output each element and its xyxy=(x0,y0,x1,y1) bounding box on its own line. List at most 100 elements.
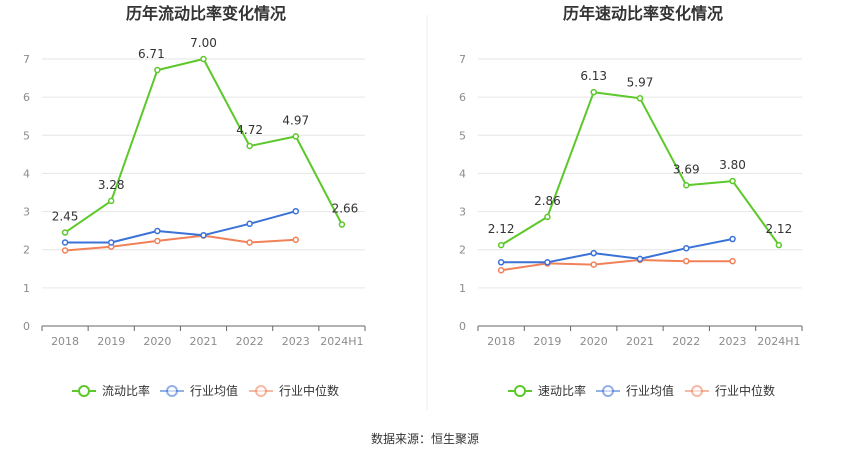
data-point xyxy=(246,142,253,150)
data-point xyxy=(292,236,300,244)
data-point xyxy=(61,229,69,236)
data-label: 3.69 xyxy=(673,162,700,176)
legend-item: 行业均值 xyxy=(160,383,238,398)
y-tick-label: 2 xyxy=(459,244,466,257)
legend-label: 行业均值 xyxy=(626,383,674,398)
data-point xyxy=(292,207,300,215)
x-tick-label: 2024H1 xyxy=(320,335,363,348)
legend-label: 行业中位数 xyxy=(279,383,339,398)
data-label: 5.97 xyxy=(627,75,654,89)
data-label: 6.13 xyxy=(580,69,607,83)
y-tick-label: 5 xyxy=(459,129,466,142)
y-tick-label: 7 xyxy=(459,53,466,66)
y-tick-label: 0 xyxy=(459,320,466,333)
y-tick-label: 4 xyxy=(459,167,466,180)
series-line xyxy=(500,259,733,272)
legend-marker xyxy=(166,385,178,397)
data-label: 3.80 xyxy=(719,158,746,172)
series-line xyxy=(64,58,343,234)
data-label: 2.12 xyxy=(488,222,515,236)
data-point xyxy=(775,241,783,249)
x-tick-label: 2023 xyxy=(719,335,747,348)
data-label: 2.12 xyxy=(765,222,792,236)
data-point xyxy=(729,235,736,243)
data-point xyxy=(544,213,551,221)
y-tick-label: 1 xyxy=(459,282,466,295)
data-point xyxy=(590,88,597,96)
x-tick-label: 2022 xyxy=(236,335,264,348)
x-tick-label: 2019 xyxy=(533,335,561,348)
chart-title: 历年流动比率变化情况 xyxy=(126,4,286,23)
legend-item: 行业均值 xyxy=(596,383,674,398)
data-label: 6.71 xyxy=(138,47,165,61)
data-point xyxy=(590,249,597,257)
data-point xyxy=(107,197,115,205)
legend-item: 行业中位数 xyxy=(685,383,775,398)
data-label: 2.66 xyxy=(332,202,359,216)
legend-item: 流动比率 xyxy=(72,383,150,398)
data-point xyxy=(497,267,505,274)
data-point xyxy=(683,182,690,189)
legend-label: 行业均值 xyxy=(190,383,238,398)
legend-marker xyxy=(691,385,703,397)
y-tick-label: 0 xyxy=(23,320,30,333)
data-label: 2.45 xyxy=(52,210,79,224)
x-tick-label: 2020 xyxy=(580,335,608,348)
y-tick-label: 6 xyxy=(23,91,30,104)
x-tick-label: 2021 xyxy=(190,335,218,348)
data-point xyxy=(154,237,161,245)
x-tick-label: 2018 xyxy=(51,335,79,348)
data-label: 2.86 xyxy=(534,194,561,208)
data-point xyxy=(292,133,300,140)
data-label: 7.00 xyxy=(190,36,217,50)
data-point xyxy=(107,239,115,246)
data-point xyxy=(154,66,161,74)
data-point xyxy=(497,241,505,249)
x-tick-label: 2018 xyxy=(487,335,515,348)
quick-ratio-chart: 历年速动比率变化情况 0 1 2 3 4 5 6 7 2018 2019 2020 2021 2022 20… xyxy=(459,4,803,398)
x-tick-label: 2024H1 xyxy=(757,335,800,348)
data-point xyxy=(246,239,253,246)
series-line xyxy=(501,238,733,264)
data-point xyxy=(544,259,551,266)
data-label: 3.28 xyxy=(98,178,125,192)
legend-label: 行业中位数 xyxy=(715,383,775,398)
legend-marker xyxy=(255,385,267,397)
series-line xyxy=(65,234,296,252)
y-tick-label: 6 xyxy=(459,91,466,104)
current-ratio-chart: 历年流动比率变化情况 0 1 2 3 4 5 6 7 2018 2019 2020 2021 2022 20… xyxy=(23,4,366,398)
y-tick-label: 7 xyxy=(23,53,30,66)
y-tick-label: 4 xyxy=(23,167,30,180)
legend-item: 行业中位数 xyxy=(249,383,339,398)
data-point xyxy=(61,239,69,246)
data-point xyxy=(729,177,736,185)
data-point xyxy=(729,257,736,265)
legend-item: 速动比率 xyxy=(508,383,586,398)
data-point xyxy=(61,247,69,254)
legend-label: 流动比率 xyxy=(102,383,150,398)
y-tick-label: 3 xyxy=(23,206,30,219)
data-point xyxy=(636,95,644,102)
data-point xyxy=(636,255,644,263)
x-tick-label: 2023 xyxy=(282,335,310,348)
data-point xyxy=(338,221,346,228)
x-tick-label: 2021 xyxy=(626,335,654,348)
data-point xyxy=(200,55,207,63)
data-point xyxy=(246,220,253,228)
data-label: 4.72 xyxy=(236,123,263,137)
data-point xyxy=(497,259,505,266)
legend-marker xyxy=(514,385,526,397)
y-tick-label: 3 xyxy=(459,206,466,219)
legend-marker xyxy=(602,385,614,397)
x-tick-label: 2020 xyxy=(143,335,171,348)
data-point xyxy=(683,244,690,252)
data-source-note: 数据来源：恒生聚源 xyxy=(371,431,479,446)
data-point xyxy=(200,231,207,239)
data-point xyxy=(590,261,597,268)
legend-marker xyxy=(78,385,90,397)
series-line xyxy=(65,210,297,244)
data-point xyxy=(683,257,690,265)
y-tick-label: 2 xyxy=(23,244,30,257)
data-label: 4.97 xyxy=(282,113,309,127)
